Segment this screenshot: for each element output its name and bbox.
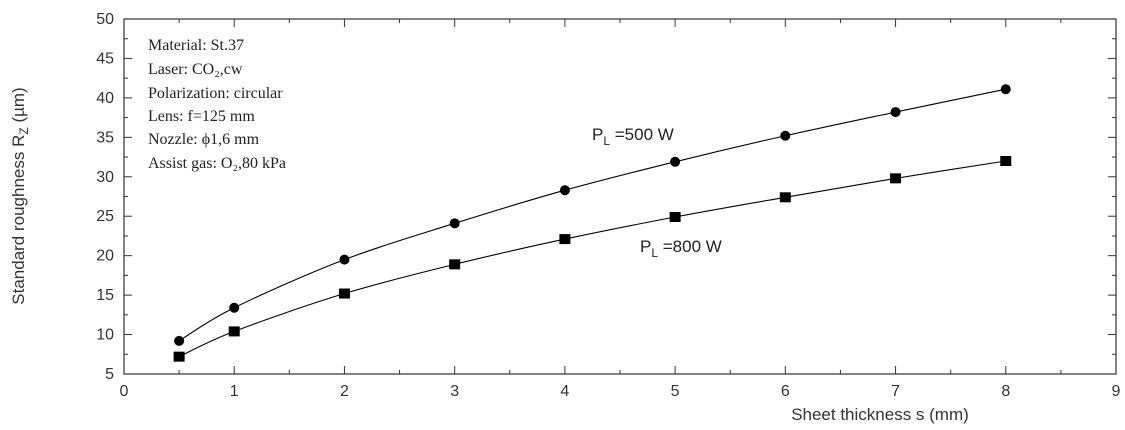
x-tick-label: 2 <box>340 383 349 400</box>
series-layer <box>173 84 1012 362</box>
plot-frame <box>123 18 1117 375</box>
data-point-square <box>890 173 902 184</box>
annotation-polarization: Polarization: circular <box>148 85 283 102</box>
data-point-square <box>228 326 240 337</box>
y-tick-label: 50 <box>96 11 114 28</box>
y-tick-label: 25 <box>96 208 114 225</box>
x-tick-label: 4 <box>560 383 569 400</box>
x-tick-label: 7 <box>891 383 900 400</box>
annotation-assist-gas: Assist gas: O₂,80 kPa <box>148 155 286 172</box>
x-tick-label: 8 <box>1001 383 1010 400</box>
y-tick-label: 15 <box>96 287 114 304</box>
data-point-square <box>669 212 681 223</box>
data-point-circle <box>174 335 185 346</box>
x-tick-label: 3 <box>450 383 459 400</box>
y-tick-label: 45 <box>96 50 114 67</box>
series-line <box>178 160 1006 358</box>
data-point-circle <box>559 185 570 196</box>
data-point-square <box>449 259 461 270</box>
data-point-circle <box>780 130 791 141</box>
y-tick-label: 30 <box>96 169 114 186</box>
x-axis-title: Sheet thickness s (mm) <box>791 405 969 424</box>
x-tick-label: 0 <box>120 383 129 400</box>
data-point-circle <box>670 156 681 167</box>
x-tick-label: 6 <box>781 383 790 400</box>
data-point-circle <box>339 254 350 265</box>
series-label-500w: PL =500 W <box>592 125 674 148</box>
data-point-square <box>173 351 185 362</box>
data-point-square <box>779 192 791 203</box>
x-tick-label: 1 <box>230 383 239 400</box>
data-point-square <box>338 288 350 299</box>
series-0 <box>174 84 1011 346</box>
y-tick-label: 10 <box>96 327 114 344</box>
y-tick-label: 20 <box>96 248 114 265</box>
y-axis-title: Standard roughness RZ (µm) <box>9 87 31 304</box>
x-tick-label: 9 <box>1112 383 1121 400</box>
data-point-square <box>1000 156 1012 166</box>
y-tick-label: 5 <box>105 366 114 383</box>
y-tick-label: 40 <box>96 90 114 107</box>
data-point-circle <box>1000 84 1011 95</box>
y-axis: 5 10 15 20 25 30 35 40 45 50 <box>96 11 1116 383</box>
data-point-circle <box>229 302 240 313</box>
conditions-annotation: Material: St.37 Laser: CO₂,cw Polarizati… <box>148 37 286 172</box>
annotation-laser: Laser: CO₂,cw <box>148 61 243 78</box>
data-point-square <box>559 234 571 245</box>
data-point-circle <box>449 218 460 229</box>
x-tick-label: 5 <box>671 383 680 400</box>
y-tick-label: 35 <box>96 129 114 146</box>
annotation-material: Material: St.37 <box>148 37 244 54</box>
x-axis: 0 1 2 3 4 5 6 7 8 9 <box>120 19 1121 400</box>
annotation-lens: Lens: f=125 mm <box>148 108 255 125</box>
annotation-nozzle: Nozzle: ϕ1,6 mm <box>148 131 260 148</box>
series-1 <box>173 156 1012 362</box>
data-point-circle <box>890 107 901 118</box>
series-label-800w: PL =800 W <box>640 237 722 260</box>
